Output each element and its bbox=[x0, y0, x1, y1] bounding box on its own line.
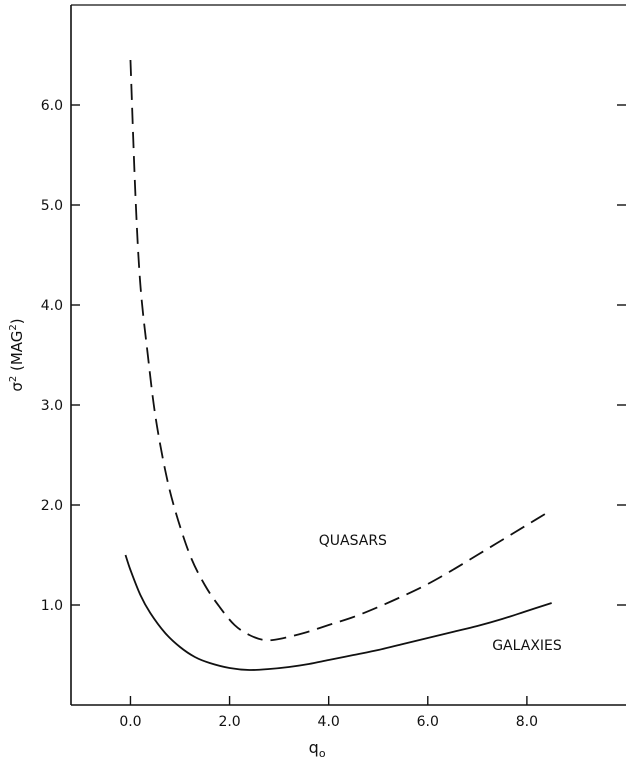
quasars-curve bbox=[129, 59, 553, 642]
y-tick-label: 6.0 bbox=[41, 98, 63, 114]
y-axis-label: σ2 (MAG2) bbox=[8, 318, 26, 391]
x-tick-label: 0.0 bbox=[119, 714, 141, 730]
y-axis-label-unit-close: ) bbox=[8, 318, 26, 324]
x-tick-label: 2.0 bbox=[218, 714, 240, 730]
y-tick-label: 5.0 bbox=[41, 198, 63, 214]
x-tick-label: 6.0 bbox=[417, 714, 439, 730]
galaxies-curve bbox=[124, 554, 552, 671]
axis-ticks: 0.0 2.0 4.0 6.0 8.0 1.0 2.0 3.0 4.0 5.0 6.0 bbox=[41, 98, 626, 730]
y-axis-label-main: σ bbox=[8, 382, 26, 392]
x-axis-label-subscript: o bbox=[319, 747, 326, 758]
x-axis-label-main: q bbox=[309, 738, 319, 757]
quasars-label: QUASARS bbox=[319, 533, 387, 549]
galaxies-label: GALAXIES bbox=[492, 638, 562, 654]
y-tick-label: 4.0 bbox=[41, 298, 63, 314]
y-axis-label-unit: (MAG bbox=[8, 331, 26, 376]
x-tick-label: 4.0 bbox=[318, 714, 340, 730]
x-axis-label: qo bbox=[309, 738, 326, 758]
plot-frame bbox=[70, 4, 626, 706]
series-curves bbox=[124, 59, 553, 671]
x-tick-label: 8.0 bbox=[516, 714, 538, 730]
y-tick-label: 3.0 bbox=[41, 398, 63, 414]
y-tick-label: 2.0 bbox=[41, 498, 63, 514]
y-axis-label-unit-sup: 2 bbox=[8, 324, 19, 330]
y-tick-label: 1.0 bbox=[41, 598, 63, 614]
chart-labels: QUASARS GALAXIES bbox=[319, 533, 562, 654]
y-axis-label-sup: 2 bbox=[8, 376, 19, 382]
